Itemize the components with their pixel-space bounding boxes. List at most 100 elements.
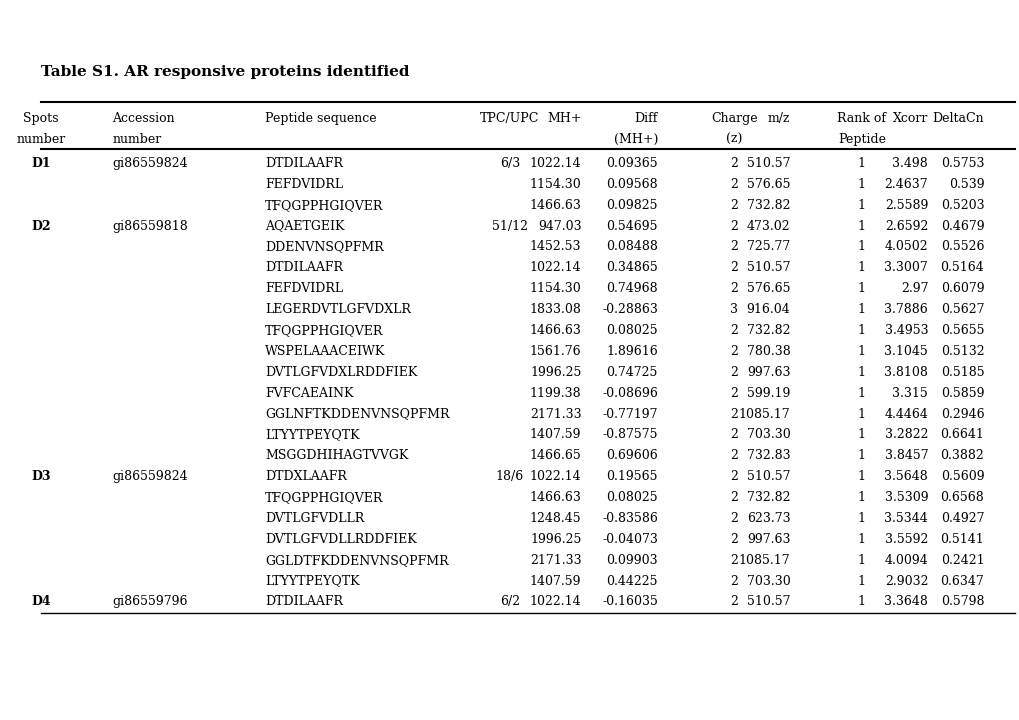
Text: 0.09825: 0.09825 bbox=[606, 199, 657, 212]
Text: Table S1. AR responsive proteins identified: Table S1. AR responsive proteins identif… bbox=[41, 65, 409, 78]
Text: 0.69606: 0.69606 bbox=[605, 449, 657, 462]
Text: 599.19: 599.19 bbox=[746, 387, 790, 400]
Text: 997.63: 997.63 bbox=[746, 366, 790, 379]
Text: 1: 1 bbox=[857, 470, 865, 483]
Text: -0.77197: -0.77197 bbox=[602, 408, 657, 420]
Text: 1: 1 bbox=[857, 449, 865, 462]
Text: 0.09365: 0.09365 bbox=[605, 157, 657, 170]
Text: 725.77: 725.77 bbox=[747, 240, 790, 253]
Text: 2171.33: 2171.33 bbox=[529, 408, 581, 420]
Text: LTYYTPEYQTK: LTYYTPEYQTK bbox=[265, 575, 360, 588]
Text: D4: D4 bbox=[31, 595, 51, 608]
Text: DDENVNSQPFMR: DDENVNSQPFMR bbox=[265, 240, 383, 253]
Text: Xcorr: Xcorr bbox=[892, 112, 927, 125]
Text: 1022.14: 1022.14 bbox=[529, 470, 581, 483]
Text: 0.5859: 0.5859 bbox=[940, 387, 983, 400]
Text: 510.57: 510.57 bbox=[746, 470, 790, 483]
Text: number: number bbox=[112, 133, 161, 146]
Text: 1: 1 bbox=[857, 408, 865, 420]
Text: 6/2: 6/2 bbox=[499, 595, 520, 608]
Text: 703.30: 703.30 bbox=[746, 575, 790, 588]
Text: 947.03: 947.03 bbox=[537, 220, 581, 233]
Text: 3.5309: 3.5309 bbox=[883, 491, 927, 504]
Text: 2.6592: 2.6592 bbox=[883, 220, 927, 233]
Text: 51/12: 51/12 bbox=[491, 220, 528, 233]
Text: LEGERDVTLGFVDXLR: LEGERDVTLGFVDXLR bbox=[265, 303, 411, 316]
Text: 1: 1 bbox=[857, 240, 865, 253]
Text: 1: 1 bbox=[857, 491, 865, 504]
Text: 2: 2 bbox=[730, 157, 738, 170]
Text: AQAETGEIK: AQAETGEIK bbox=[265, 220, 344, 233]
Text: 1: 1 bbox=[857, 199, 865, 212]
Text: 0.5753: 0.5753 bbox=[940, 157, 983, 170]
Text: 1: 1 bbox=[857, 261, 865, 274]
Text: 0.4927: 0.4927 bbox=[940, 512, 983, 525]
Text: 2171.33: 2171.33 bbox=[529, 554, 581, 567]
Text: 3.7886: 3.7886 bbox=[883, 303, 927, 316]
Text: 576.65: 576.65 bbox=[746, 282, 790, 295]
Text: 2.9032: 2.9032 bbox=[883, 575, 927, 588]
Text: gi86559824: gi86559824 bbox=[112, 157, 187, 170]
Text: 2: 2 bbox=[730, 324, 738, 337]
Text: 1833.08: 1833.08 bbox=[529, 303, 581, 316]
Text: 1: 1 bbox=[857, 282, 865, 295]
Text: 1407.59: 1407.59 bbox=[530, 575, 581, 588]
Text: 0.09568: 0.09568 bbox=[605, 178, 657, 191]
Text: number: number bbox=[16, 133, 65, 146]
Text: 1248.45: 1248.45 bbox=[529, 512, 581, 525]
Text: 6/3: 6/3 bbox=[499, 157, 520, 170]
Text: 3.5344: 3.5344 bbox=[883, 512, 927, 525]
Text: gi86559818: gi86559818 bbox=[112, 220, 187, 233]
Text: 0.74968: 0.74968 bbox=[605, 282, 657, 295]
Text: 0.5185: 0.5185 bbox=[940, 366, 983, 379]
Text: D2: D2 bbox=[31, 220, 51, 233]
Text: 2: 2 bbox=[730, 282, 738, 295]
Text: -0.28863: -0.28863 bbox=[601, 303, 657, 316]
Text: 703.30: 703.30 bbox=[746, 428, 790, 441]
Text: Spots: Spots bbox=[23, 112, 58, 125]
Text: 1: 1 bbox=[857, 324, 865, 337]
Text: 0.5627: 0.5627 bbox=[940, 303, 983, 316]
Text: 1996.25: 1996.25 bbox=[530, 366, 581, 379]
Text: 1466.63: 1466.63 bbox=[529, 491, 581, 504]
Text: 0.08488: 0.08488 bbox=[605, 240, 657, 253]
Text: 1: 1 bbox=[857, 178, 865, 191]
Text: gi86559796: gi86559796 bbox=[112, 595, 187, 608]
Text: 473.02: 473.02 bbox=[746, 220, 790, 233]
Text: 3.3007: 3.3007 bbox=[883, 261, 927, 274]
Text: 0.09903: 0.09903 bbox=[605, 554, 657, 567]
Text: 0.19565: 0.19565 bbox=[606, 470, 657, 483]
Text: 1: 1 bbox=[857, 595, 865, 608]
Text: 2.97: 2.97 bbox=[900, 282, 927, 295]
Text: GGLDTFKDDENVNSQPFMR: GGLDTFKDDENVNSQPFMR bbox=[265, 554, 448, 567]
Text: 1154.30: 1154.30 bbox=[529, 178, 581, 191]
Text: 0.2421: 0.2421 bbox=[940, 554, 983, 567]
Text: 2: 2 bbox=[730, 575, 738, 588]
Text: 2.4637: 2.4637 bbox=[883, 178, 927, 191]
Text: 0.5526: 0.5526 bbox=[940, 240, 983, 253]
Text: 0.5609: 0.5609 bbox=[940, 470, 983, 483]
Text: 732.83: 732.83 bbox=[746, 449, 790, 462]
Text: -0.87575: -0.87575 bbox=[602, 428, 657, 441]
Text: 1154.30: 1154.30 bbox=[529, 282, 581, 295]
Text: 1.89616: 1.89616 bbox=[605, 345, 657, 358]
Text: 510.57: 510.57 bbox=[746, 261, 790, 274]
Text: MH+: MH+ bbox=[546, 112, 581, 125]
Text: 780.38: 780.38 bbox=[746, 345, 790, 358]
Text: DTDILAAFR: DTDILAAFR bbox=[265, 157, 342, 170]
Text: D1: D1 bbox=[31, 157, 51, 170]
Text: 0.44225: 0.44225 bbox=[606, 575, 657, 588]
Text: 1085.17: 1085.17 bbox=[738, 554, 790, 567]
Text: 0.5141: 0.5141 bbox=[940, 533, 983, 546]
Text: 2: 2 bbox=[730, 199, 738, 212]
Text: 2.5589: 2.5589 bbox=[883, 199, 927, 212]
Text: 510.57: 510.57 bbox=[746, 157, 790, 170]
Text: 1996.25: 1996.25 bbox=[530, 533, 581, 546]
Text: 0.54695: 0.54695 bbox=[606, 220, 657, 233]
Text: 2: 2 bbox=[730, 366, 738, 379]
Text: 3.2822: 3.2822 bbox=[883, 428, 927, 441]
Text: FVFCAEAINK: FVFCAEAINK bbox=[265, 387, 354, 400]
Text: 2: 2 bbox=[730, 512, 738, 525]
Text: 1466.63: 1466.63 bbox=[529, 199, 581, 212]
Text: 2: 2 bbox=[730, 595, 738, 608]
